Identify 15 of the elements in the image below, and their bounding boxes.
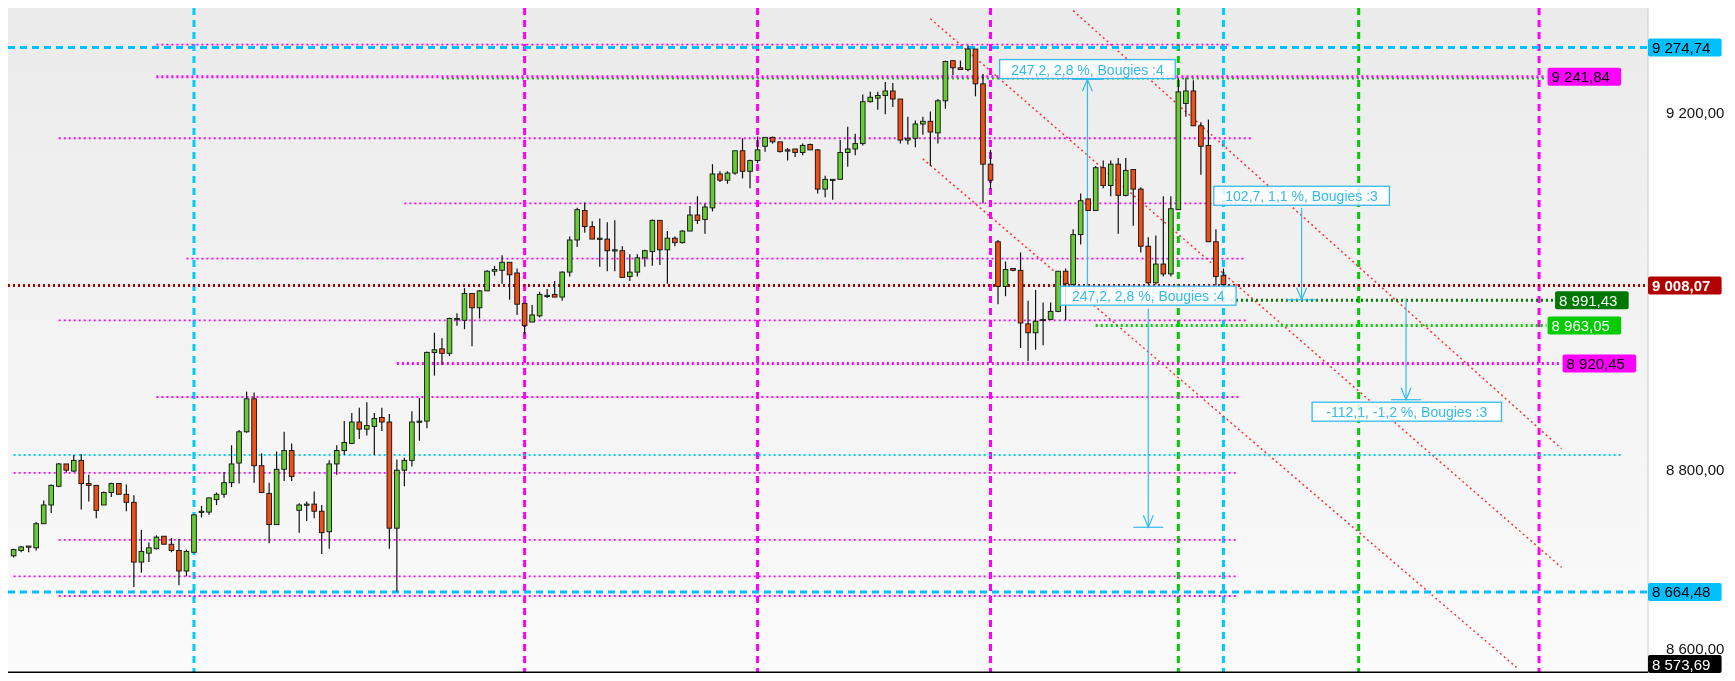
annotation: 102,7, 1,1 %, Bougies :3	[1225, 188, 1379, 205]
ref-line-label: 9 274,74	[1652, 38, 1711, 56]
annotation: 247,2, 2,8 %, Bougies :4	[1011, 61, 1164, 78]
y-tick-label: 8 800,00	[1666, 461, 1725, 479]
y-tick-label: 8 600,00	[1666, 639, 1725, 657]
annotation: 247,2, 2,8 %, Bougies :4	[1072, 288, 1225, 305]
ref-line-label: 9 241,84	[1551, 68, 1610, 86]
ref-line-label: 8 963,05	[1551, 317, 1610, 335]
ref-line-label: 8 991,43	[1559, 291, 1618, 309]
y-tick-label: 9 200,00	[1666, 104, 1725, 122]
ref-line-label: 8 920,45	[1566, 355, 1625, 373]
ref-line-label: 8 664,48	[1652, 583, 1711, 601]
annotation: -112,1, -1,2 %, Bougies :3	[1326, 404, 1488, 421]
ref-line-label: 8 573,69	[1652, 655, 1711, 673]
ref-line-label: 9 008,07	[1652, 276, 1711, 294]
